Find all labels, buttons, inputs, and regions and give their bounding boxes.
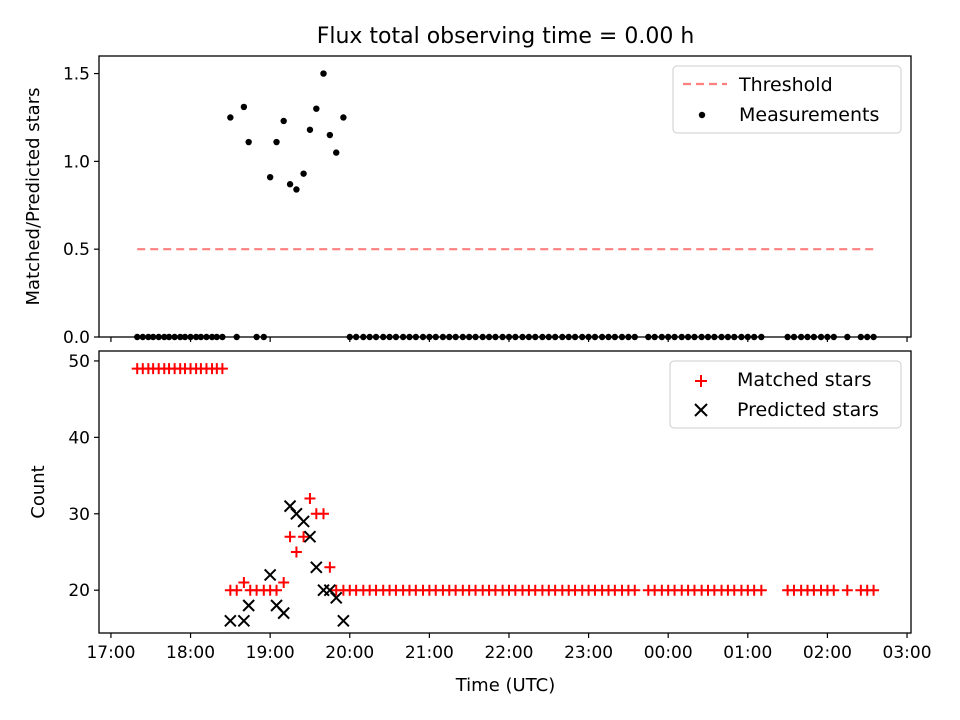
bottom-panel: 20 30 40 50 17:00 18:00 19:00 20:00 21:00 22:00 2… [28,350,932,696]
top-legend-box [672,65,902,134]
measurements-point [240,103,248,111]
measurements-point [266,173,274,181]
measurements-point [340,114,347,121]
x-tick-label: 17:00 [86,643,135,663]
matched-stars-point [231,584,243,596]
predicted-stars-point [303,530,317,543]
matched-stars-point [290,546,302,558]
x-tick-label: 21:00 [405,643,454,663]
matched-stars-point [629,584,641,596]
matched-stars-point [238,577,250,589]
bottom-legend: Matched stars Predicted stars [669,360,902,429]
x-tick-label: 20:00 [325,643,374,663]
bottom-panel-marks [131,363,880,627]
matched-stars-point [324,561,336,573]
bottom-legend-predicted-label: Predicted stars [737,399,879,421]
measurements-point [333,149,340,156]
matched-stars-point [298,531,310,543]
x-tick-label: 00:00 [644,643,693,663]
measurements-point [227,114,234,121]
matched-stars-point [317,508,329,520]
top-y-tick-label: 1.0 [63,152,90,172]
top-legend-measurements-swatch [698,111,706,119]
matched-stars-point [828,584,840,596]
top-legend-threshold-label: Threshold [738,74,833,96]
bottom-legend-matched-swatch [695,375,707,387]
x-tick-label: 22:00 [484,643,533,663]
bottom-y-tick-label: 30 [68,505,90,525]
matched-stars-point [271,584,283,596]
top-y-tick-label: 1.5 [63,65,90,85]
top-panel: 0.0 0.5 1.0 1.5 Matched/Predicted stars Thr… [23,55,912,348]
bottom-panel-x-ticks: 17:00 18:00 19:00 20:00 21:00 22:00 23:00 00:00… [86,633,932,663]
bottom-legend-predicted-swatch [694,403,708,417]
measurements-point [280,117,287,125]
predicted-stars-point [337,614,350,627]
predicted-stars-point [263,568,277,582]
top-y-tick-label: 0.0 [63,328,90,348]
predicted-stars-point [277,606,290,620]
predicted-stars-point [242,599,255,612]
measurements-point [245,138,252,146]
measurements-point [313,105,320,112]
measurements-point [293,186,300,193]
predicted-stars-point [224,614,237,627]
x-tick-label: 02:00 [803,643,852,663]
measurements-point [300,170,307,177]
x-tick-label: 23:00 [564,643,613,663]
matched-stars-point [841,584,853,596]
top-legend: Threshold Measurements [672,65,902,134]
top-y-tick-label: 0.5 [63,240,90,260]
measurements-point [286,181,294,188]
measurements-point [320,70,327,77]
measurements-point [273,138,280,146]
figure-title: Flux total observing time = 0.00 h [317,24,695,49]
matched-stars-point [304,492,316,504]
bottom-panel-y-ticks: 20 30 40 50 [68,352,99,601]
bottom-panel-frame [98,350,912,634]
bottom-legend-box [669,360,902,429]
matched-stars-point [278,577,290,589]
x-tick-label: 19:00 [246,643,295,663]
x-axis-label: Time (UTC) [455,675,556,696]
bottom-legend-matched-label: Matched stars [737,369,871,391]
matched-stars-point [868,584,880,596]
measurements-point [326,131,334,139]
measurements-point [306,126,314,133]
predicted-stars-point [237,614,251,627]
top-panel-ylabel: Matched/Predicted stars [23,88,44,306]
x-tick-label: 03:00 [883,643,932,663]
predicted-stars-point [297,515,310,528]
matched-stars-point [284,531,296,543]
top-legend-measurements-label: Measurements [739,104,879,126]
matched-stars-point [216,363,228,375]
top-panel-frame [98,55,912,338]
bottom-y-tick-label: 20 [68,581,90,601]
matched-stars-point [755,584,767,596]
x-tick-label: 01:00 [723,643,772,663]
top-panel-x-ticks [110,337,908,342]
bottom-y-tick-label: 40 [68,428,90,448]
bottom-panel-ylabel: Count [28,465,49,518]
predicted-stars-point [330,591,343,605]
top-panel-y-ticks: 0.0 0.5 1.0 1.5 [63,65,99,348]
x-tick-label: 18:00 [166,643,215,663]
bottom-y-tick-label: 50 [68,352,90,372]
predicted-stars-point [310,561,323,574]
